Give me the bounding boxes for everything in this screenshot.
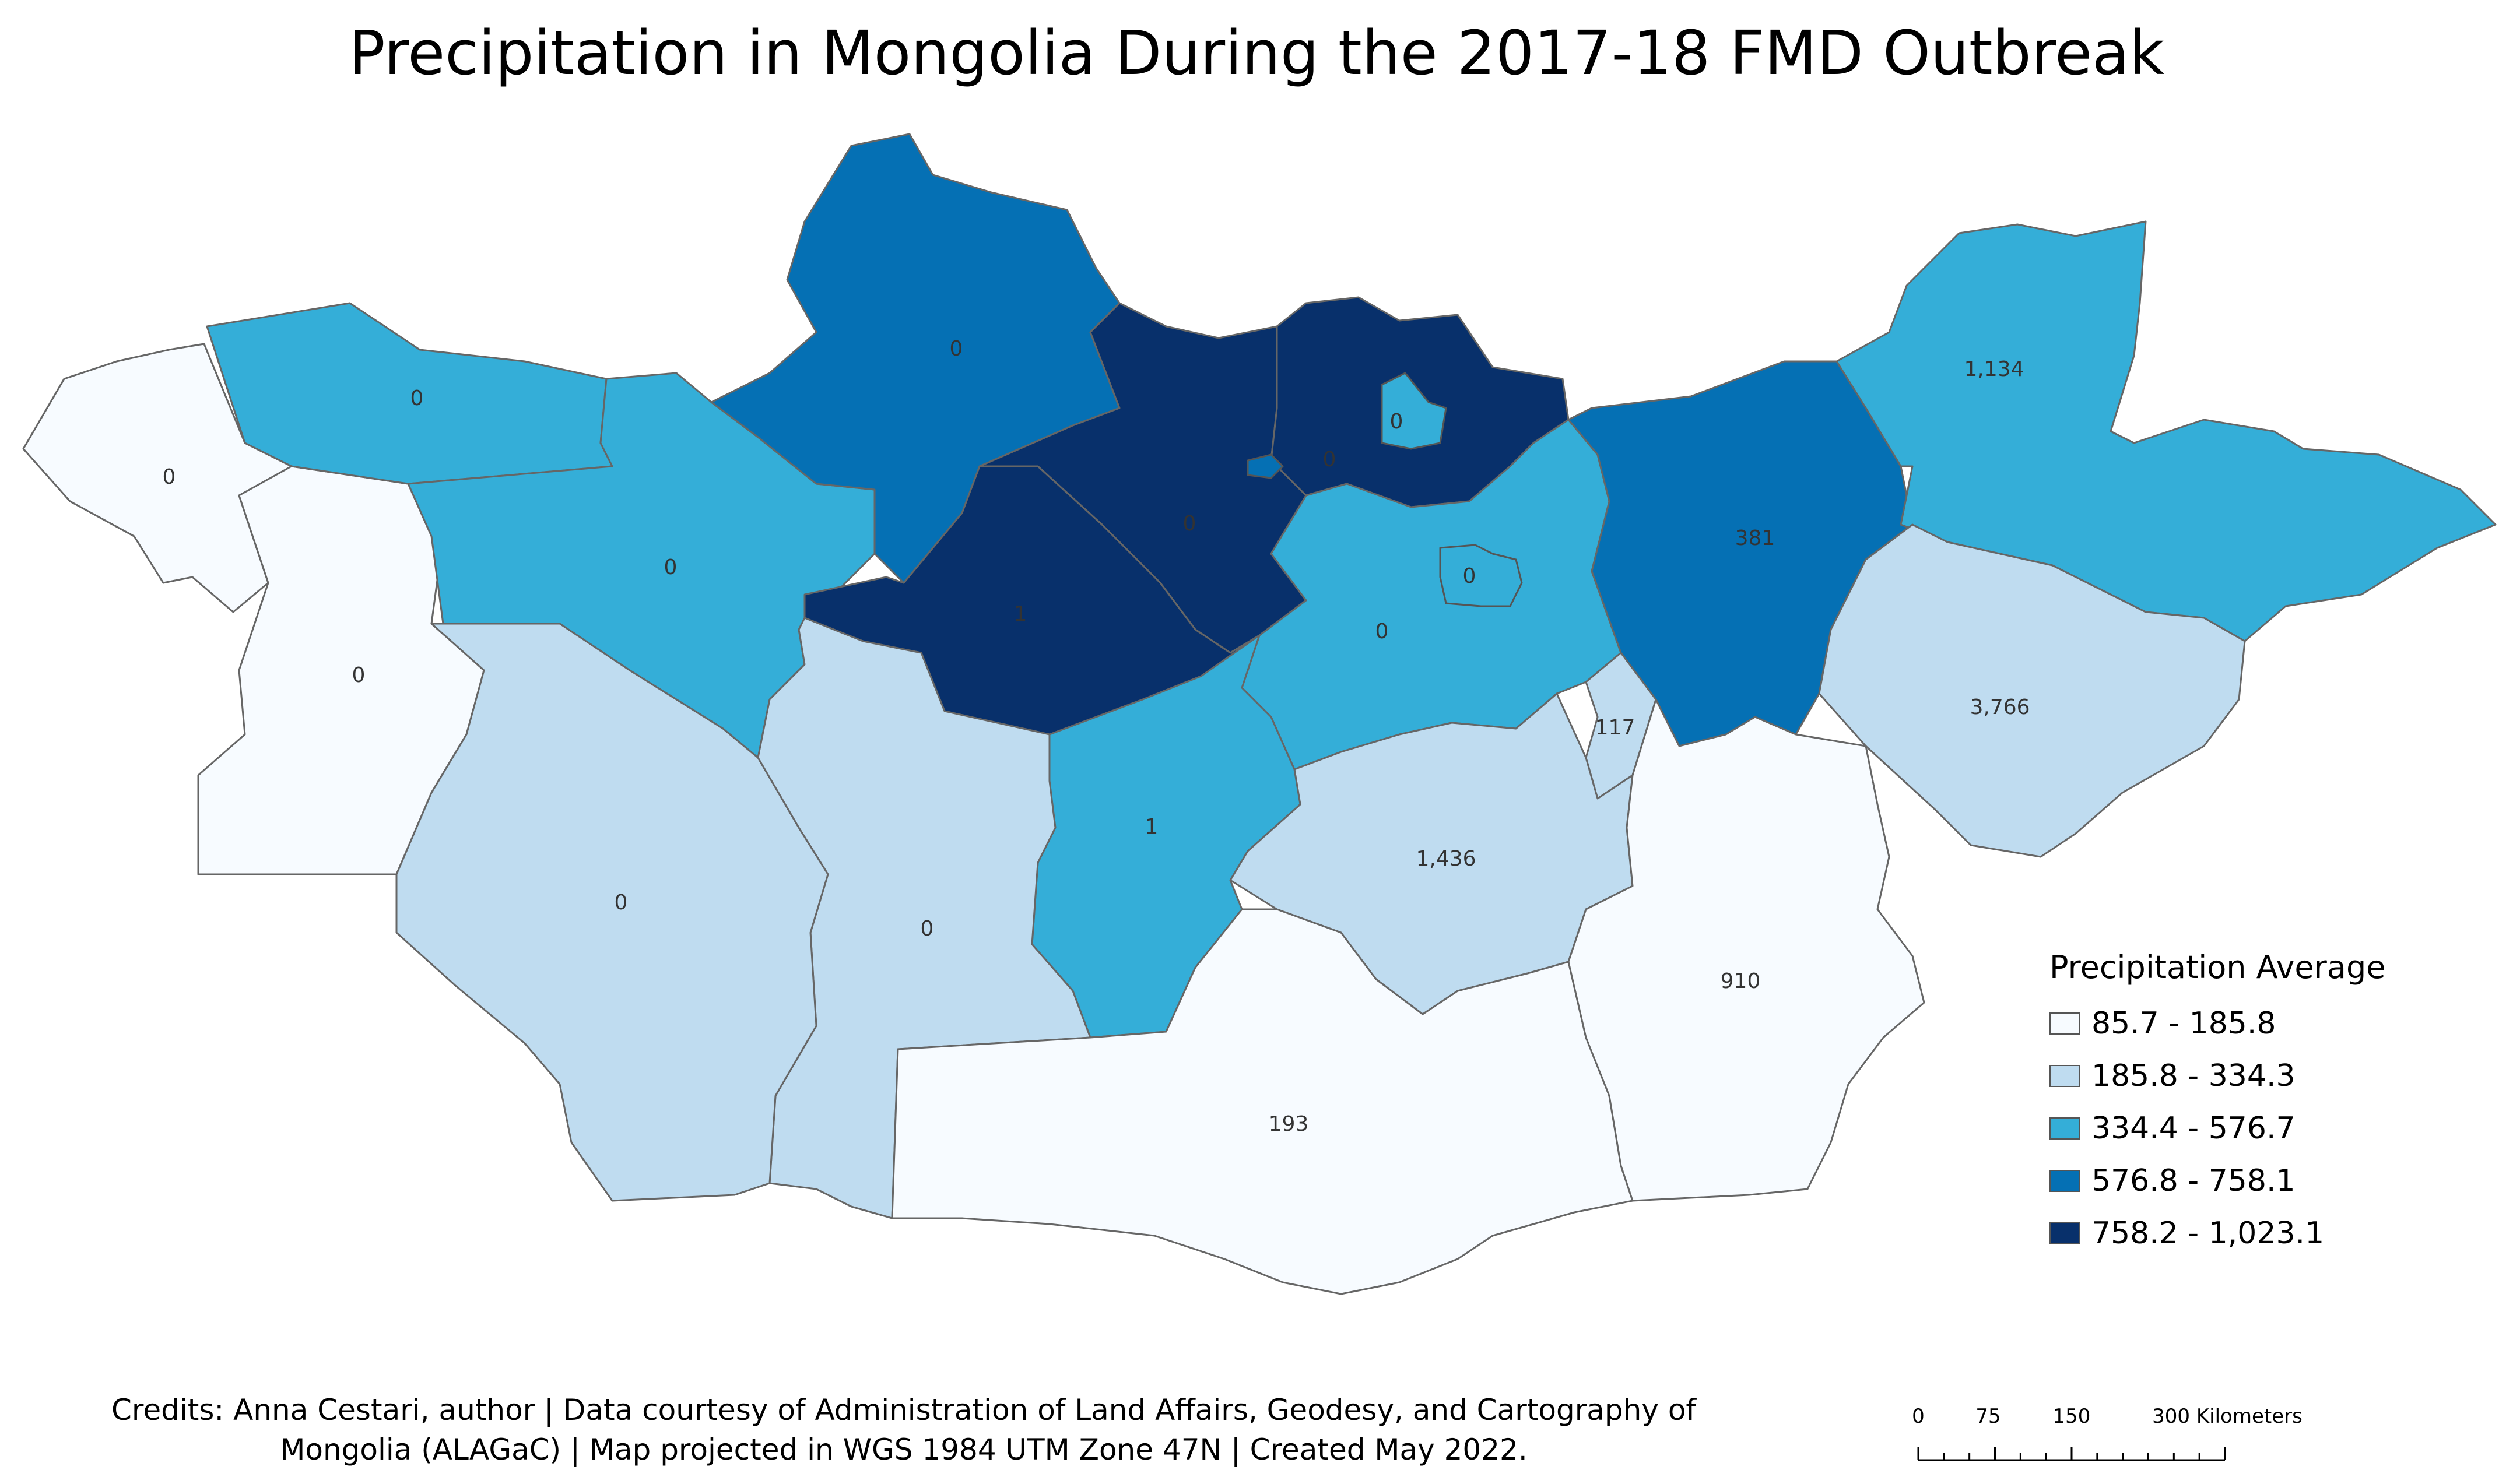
legend-swatch [2049, 1012, 2080, 1035]
scale-label-150: 150 [2052, 1405, 2091, 1428]
region-darkhan-uul[interactable] [1381, 372, 1447, 450]
region-label-govisumber: 117 [1595, 716, 1635, 740]
region-label-tov: 0 [1375, 620, 1389, 643]
region-label-bayankhongor: 0 [921, 917, 934, 941]
region-label-bayan-olgii: 0 [163, 465, 176, 489]
legend-label: 758.2 - 1,023.1 [2091, 1216, 2325, 1251]
region-orkhon[interactable] [1247, 453, 1284, 479]
legend-entry: 185.8 - 334.3 [2049, 1050, 2385, 1102]
region-label-khentii: 381 [1735, 526, 1775, 550]
legend-label: 185.8 - 334.3 [2091, 1059, 2296, 1093]
legend-swatch [2049, 1170, 2080, 1192]
legend-entry: 758.2 - 1,023.1 [2049, 1207, 2385, 1260]
region-sukhbaatar[interactable] [1818, 523, 2246, 858]
scale-bar-graphic [1917, 1447, 2226, 1461]
scale-bar: 0 75 150 300 Kilometers [1901, 1405, 2303, 1469]
region-label-dundgovi: 1,436 [1416, 847, 1476, 871]
region-ulaanbaatar[interactable] [1439, 544, 1523, 607]
region-label-omnogovi: 193 [1269, 1112, 1309, 1136]
map-title: Precipitation in Mongolia During the 201… [348, 17, 2165, 89]
region-label-khovd: 0 [352, 663, 366, 687]
credits-line-2: Mongolia (ALAGaC) | Map projected in WGS… [280, 1433, 1528, 1467]
region-label-arkhangai: 1 [1014, 602, 1027, 626]
region-label-darkhan-uul: 0 [1390, 410, 1403, 434]
map-credits: Credits: Anna Cestari, author | Data cou… [87, 1390, 1720, 1469]
legend-swatch [2049, 1065, 2080, 1087]
region-label-dornod: 1,134 [1964, 357, 2024, 381]
legend-entry: 85.7 - 185.8 [2049, 997, 2385, 1050]
legend-swatch [2049, 1117, 2080, 1140]
legend-label: 334.4 - 576.7 [2091, 1111, 2296, 1146]
region-label-khovsgol: 0 [950, 337, 963, 361]
region-govi-altai[interactable] [395, 623, 829, 1202]
legend-entry: 334.4 - 576.7 [2049, 1102, 2385, 1155]
region-label-bulgan: 0 [1183, 512, 1196, 536]
credits-line-1: Credits: Anna Cestari, author | Data cou… [111, 1393, 1697, 1427]
legend-swatch [2049, 1222, 2080, 1244]
scale-label-0: 0 [1912, 1405, 1925, 1428]
region-label-ovorkhangai: 1 [1145, 815, 1159, 839]
scale-label-75: 75 [1975, 1405, 2001, 1428]
region-label-ulaanbaatar: 0 [1463, 564, 1476, 588]
region-dornogovi[interactable] [1567, 698, 1925, 1202]
region-label-sukhbaatar: 3,766 [1970, 695, 2030, 719]
region-label-govi-altai: 0 [615, 891, 628, 915]
scale-label-300: 300 Kilometers [2152, 1405, 2303, 1428]
region-label-uvs: 0 [410, 386, 424, 410]
map-legend: Precipitation Average 85.7 - 185.8 185.8… [2049, 949, 2385, 1260]
region-label-zavkhan: 0 [664, 555, 678, 579]
legend-label: 85.7 - 185.8 [2091, 1006, 2276, 1041]
legend-title: Precipitation Average [2049, 949, 2386, 986]
region-label-dornogovi: 910 [1721, 969, 1761, 993]
legend-entry: 576.8 - 758.1 [2049, 1155, 2385, 1207]
region-label-selenge: 0 [1323, 448, 1336, 472]
region-labels: 0 0 0 0 0 0 0 0 1 0 0 381 1,134 3,766 117 1,436 1 0 0 193 91… [163, 337, 2030, 1136]
legend-label: 576.8 - 758.1 [2091, 1163, 2296, 1198]
